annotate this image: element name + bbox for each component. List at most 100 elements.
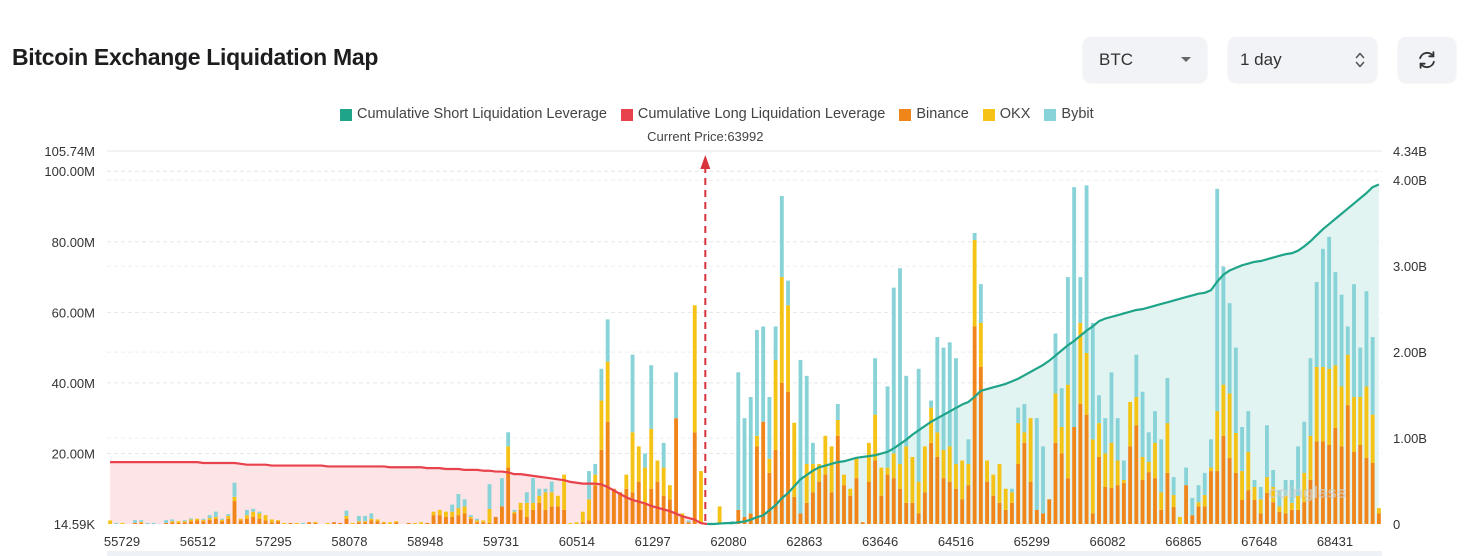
long-cumulative-line — [110, 461, 708, 526]
bar-binance — [898, 488, 902, 524]
legend-item-binance[interactable]: Binance — [899, 106, 969, 123]
bar-binance — [991, 495, 996, 524]
bar-binance — [1252, 500, 1257, 524]
legend-item-bybit[interactable]: Bybit — [1044, 106, 1094, 123]
bar-bybit — [1022, 404, 1027, 433]
bar-bybit — [512, 509, 517, 512]
legend-item-okx[interactable]: OKX — [982, 106, 1030, 123]
bar-okx — [363, 521, 368, 523]
legend-swatch — [982, 108, 995, 121]
bar-binance — [1202, 506, 1207, 524]
bar-okx — [1265, 477, 1269, 493]
bar-okx — [1221, 384, 1226, 436]
bar-binance — [245, 518, 249, 524]
bar-bybit — [164, 520, 169, 523]
bar-okx — [462, 506, 467, 514]
bar-bybit — [599, 368, 604, 401]
bar-binance — [139, 522, 144, 524]
bar-okx — [792, 422, 797, 497]
bar-okx — [1065, 384, 1070, 479]
right-axis-tick: 0 — [1393, 517, 1400, 532]
bar-okx — [108, 520, 113, 524]
left-axis-tick: 40.00M — [52, 376, 95, 391]
bar-bybit — [1240, 426, 1244, 472]
legend-item-long[interactable]: Cumulative Long Liquidation Leverage — [620, 106, 885, 123]
right-axis-tick: 3.00B — [1393, 259, 1427, 274]
bar-binance — [232, 501, 237, 524]
bar-binance — [1289, 509, 1294, 524]
bar-okx — [1115, 460, 1120, 486]
bar-bybit — [1184, 467, 1189, 486]
bar-okx — [848, 488, 853, 496]
bar-binance — [369, 520, 374, 524]
bar-okx — [997, 464, 1002, 503]
bar-binance — [437, 515, 442, 524]
bar-okx — [431, 511, 436, 516]
right-axis-tick: 4.00B — [1393, 173, 1427, 188]
bar-okx — [935, 432, 940, 457]
bar-okx — [1128, 401, 1133, 447]
bar-okx — [1097, 423, 1101, 457]
bar-okx — [817, 464, 822, 482]
bar-binance — [425, 522, 430, 524]
bar-binance — [904, 502, 909, 524]
bar-okx — [176, 521, 181, 523]
bar-binance — [848, 495, 853, 524]
bar-binance — [1140, 479, 1145, 524]
bar-okx — [245, 515, 249, 519]
bar-binance — [854, 478, 859, 524]
left-axis-tick: 60.00M — [52, 305, 95, 320]
bar-binance — [1034, 509, 1039, 524]
bar-binance — [500, 506, 504, 524]
bar-binance — [972, 326, 977, 524]
chart-zoom-slider[interactable] — [107, 551, 1382, 556]
bar-okx — [282, 522, 287, 524]
bar-okx — [1233, 432, 1238, 473]
bar-okx — [643, 467, 647, 503]
bar-binance — [960, 499, 965, 524]
bar-binance — [481, 522, 486, 524]
bar-binance — [1240, 500, 1244, 524]
bar-bybit — [506, 432, 511, 447]
bar-okx — [201, 519, 206, 522]
bar-binance — [1320, 441, 1325, 524]
bar-bybit — [1221, 266, 1226, 385]
bar-binance — [1153, 478, 1157, 524]
bar-bybit — [1084, 185, 1089, 353]
bar-okx — [1103, 453, 1108, 487]
bar-bybit — [363, 515, 368, 522]
bar-okx — [437, 509, 442, 516]
bar-okx — [1134, 397, 1139, 426]
bar-bybit — [1078, 277, 1083, 323]
bar-bybit — [170, 519, 175, 522]
bar-bybit — [755, 329, 759, 436]
x-axis-tick: 66865 — [1165, 534, 1201, 549]
bar-binance — [1115, 485, 1120, 524]
bar-bybit — [1090, 322, 1095, 440]
coinglass-watermark: coinglass — [1268, 483, 1346, 502]
bar-bybit — [1072, 187, 1077, 427]
bar-bybit — [462, 499, 467, 507]
bar-bybit — [1370, 337, 1375, 415]
refresh-button[interactable] — [1398, 37, 1456, 82]
bar-bybit — [1010, 488, 1014, 493]
coin-select[interactable]: BTC — [1083, 37, 1207, 82]
current-price-arrow-icon — [700, 155, 711, 169]
bar-binance — [792, 496, 797, 524]
bar-bybit — [1121, 460, 1126, 480]
legend-item-short[interactable]: Cumulative Short Liquidation Leverage — [340, 106, 607, 123]
bar-bybit — [201, 518, 206, 520]
bar-okx — [624, 474, 629, 489]
x-axis-tick: 67648 — [1241, 534, 1277, 549]
bar-okx — [475, 520, 479, 523]
bar-binance — [1065, 478, 1070, 524]
bar-binance — [810, 492, 815, 524]
time-range-select[interactable]: 1 day — [1228, 37, 1377, 82]
bar-binance — [1190, 515, 1195, 524]
bar-binance — [549, 506, 554, 524]
bar-binance — [512, 513, 517, 524]
bar-binance — [195, 520, 200, 524]
bar-bybit — [475, 518, 479, 521]
bar-okx — [313, 521, 318, 523]
bar-okx — [1333, 365, 1338, 429]
